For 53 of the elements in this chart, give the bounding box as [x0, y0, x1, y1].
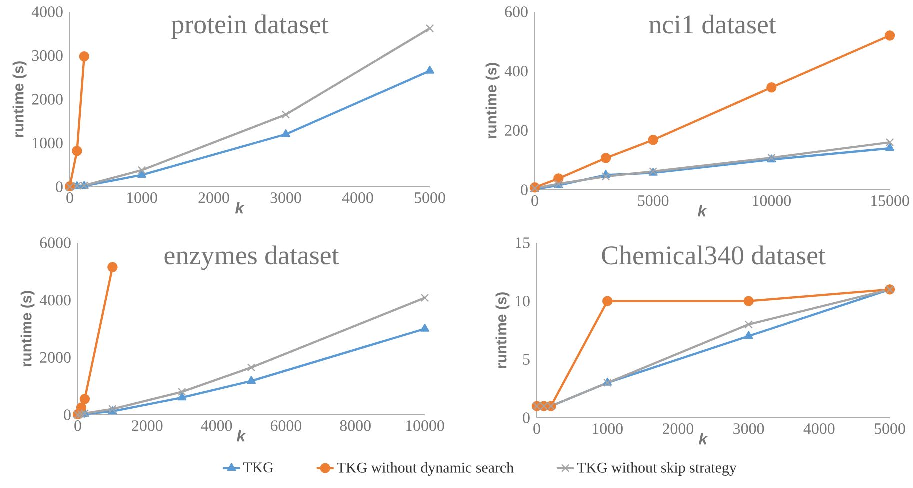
y-tick-label: 400: [504, 66, 528, 77]
y-tick-label: 4000: [32, 6, 63, 18]
y-tick-label: 3000: [32, 50, 63, 62]
x-tick-label: 15000: [871, 196, 910, 206]
y-tick-label: 4000: [40, 294, 71, 306]
y-tick-label: 0: [56, 182, 63, 192]
x-tick-label: 0: [74, 420, 82, 432]
x-tick-label: 3000: [270, 192, 302, 204]
x-tick-label: 6000: [270, 420, 302, 432]
x-tick-label: 1000: [593, 424, 623, 434]
y-tick-label: 6000: [40, 238, 71, 248]
legend-label: TKG: [243, 462, 274, 473]
x-tick-label: 1000: [127, 192, 158, 204]
x-tick-label: 0: [534, 424, 540, 434]
y-tick-label: 5: [523, 354, 530, 365]
y-tick-label: 0: [523, 412, 530, 424]
x-tick-label: 10000: [406, 420, 444, 432]
x-tick-label: 3000: [734, 424, 764, 434]
chart-title: Chemical340 dataset: [602, 246, 826, 265]
y-tick-label: 2000: [32, 94, 63, 105]
x-tick-label: 4000: [201, 420, 232, 432]
y-tick-label: 15: [516, 238, 530, 248]
legend-label: TKG without dynamic search: [337, 462, 514, 476]
x-tick-label: 5000: [874, 424, 906, 434]
y-axis-title: runtime (s): [20, 291, 35, 367]
y-tick-label: 0: [64, 410, 71, 420]
x-tick-label: 2000: [132, 420, 163, 432]
x-axis-title: k: [236, 202, 245, 214]
x-tick-label: 4000: [804, 424, 835, 434]
x-tick-label: 8000: [340, 420, 371, 432]
chart-title: enzymes dataset: [164, 246, 340, 270]
y-axis-title: runtime (s): [486, 63, 500, 139]
y-tick-label: 10: [516, 296, 530, 307]
x-tick-label: 5000: [414, 192, 446, 204]
y-tick-label: 0: [521, 184, 528, 196]
y-tick-label: 200: [505, 125, 528, 136]
x-tick-label: 4000: [342, 192, 374, 204]
x-tick-label: 10000: [753, 196, 791, 206]
y-axis-title: runtime (s): [12, 62, 27, 138]
x-axis-title: k: [699, 433, 708, 445]
x-tick-label: 2000: [198, 192, 230, 204]
chart-title: protein dataset: [172, 14, 329, 40]
y-tick-label: 600: [505, 6, 528, 18]
x-tick-label: 5000: [638, 196, 669, 206]
y-axis-title: runtime (s): [496, 292, 510, 368]
x-axis-title: k: [698, 205, 708, 217]
x-tick-label: 0: [532, 196, 538, 206]
y-tick-label: 1000: [33, 138, 63, 149]
x-axis-title: k: [237, 430, 246, 442]
x-tick-label: 2000: [662, 424, 694, 434]
chart-title: nci1 dataset: [649, 14, 776, 34]
y-tick-label: 2000: [40, 352, 71, 364]
legend-label: TKG without skip strategy: [577, 462, 737, 476]
